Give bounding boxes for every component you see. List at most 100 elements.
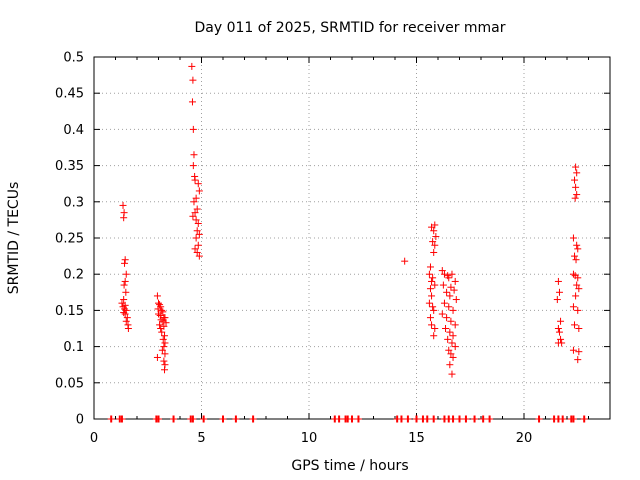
- data-point: [447, 350, 455, 358]
- data-point: [451, 277, 459, 285]
- zero-data-point: [430, 415, 438, 423]
- data-point: [432, 233, 440, 241]
- data-point: [156, 311, 164, 319]
- data-point: [426, 263, 434, 271]
- data-point: [161, 314, 169, 322]
- data-point: [449, 332, 457, 340]
- data-point: [120, 309, 128, 317]
- x-tick-label: 15: [408, 431, 425, 446]
- data-point: [431, 221, 439, 229]
- y-tick-label: 0.05: [55, 376, 84, 391]
- data-point: [426, 314, 434, 322]
- data-point: [188, 62, 196, 70]
- data-point: [572, 183, 580, 191]
- y-tick-label: 0.25: [55, 232, 84, 247]
- data-point: [195, 230, 203, 238]
- data-point: [430, 248, 438, 256]
- data-point: [194, 241, 202, 249]
- data-point: [430, 306, 438, 314]
- data-point: [192, 216, 200, 224]
- y-tick-label: 0.45: [55, 87, 84, 102]
- data-point: [429, 303, 437, 311]
- data-point: [193, 205, 201, 213]
- data-point: [440, 299, 448, 307]
- data-point: [447, 283, 455, 291]
- zero-data-point: [471, 415, 479, 423]
- data-point: [153, 292, 161, 300]
- data-point: [557, 335, 565, 343]
- data-point: [158, 328, 166, 336]
- data-points: [107, 62, 588, 423]
- data-point: [121, 256, 129, 264]
- data-point: [155, 310, 162, 318]
- data-point: [190, 198, 198, 206]
- zero-data-point: [348, 415, 356, 423]
- x-tick-label: 10: [301, 431, 318, 446]
- data-point: [573, 169, 581, 177]
- data-point: [571, 194, 579, 202]
- data-point: [122, 317, 130, 325]
- y-tick-label: 0.35: [55, 159, 84, 174]
- data-point: [438, 310, 446, 318]
- x-axis-ticks: 0 5 10 15 20: [90, 57, 611, 446]
- data-point: [430, 227, 438, 235]
- data-point: [161, 350, 169, 358]
- data-point: [448, 370, 456, 378]
- data-point: [193, 248, 201, 256]
- data-point: [121, 310, 129, 318]
- data-point: [189, 212, 197, 220]
- y-tick-label: 0.1: [63, 340, 84, 355]
- data-point: [188, 98, 196, 106]
- data-point: [569, 234, 577, 242]
- data-point: [569, 270, 577, 278]
- data-point: [439, 281, 447, 289]
- data-point: [120, 281, 128, 289]
- data-point: [158, 306, 166, 314]
- data-point: [575, 285, 583, 293]
- data-point: [452, 296, 460, 304]
- zero-data-point: [335, 415, 343, 423]
- zero-data-point: [413, 415, 420, 423]
- data-point: [449, 353, 457, 361]
- data-point: [450, 286, 458, 294]
- data-point: [449, 306, 457, 314]
- data-point: [443, 288, 451, 296]
- y-tick-label: 0.2: [63, 268, 84, 283]
- zero-data-point: [219, 415, 227, 423]
- zero-data-point: [580, 415, 588, 423]
- data-point: [443, 314, 451, 322]
- data-point: [156, 321, 164, 329]
- data-point: [191, 209, 199, 217]
- data-point: [425, 270, 433, 278]
- data-point: [158, 346, 166, 354]
- zero-data-point: [569, 415, 577, 423]
- plot-frame: [93, 56, 611, 420]
- data-point: [446, 292, 454, 300]
- data-point: [440, 270, 448, 278]
- data-point: [159, 308, 167, 316]
- data-point: [575, 348, 583, 356]
- data-point: [557, 317, 565, 325]
- data-point: [571, 176, 579, 184]
- data-point: [574, 274, 582, 282]
- data-point: [448, 339, 456, 347]
- y-tick-label: 0.4: [63, 123, 84, 138]
- data-point: [571, 252, 579, 260]
- data-point: [124, 325, 132, 332]
- data-point: [192, 234, 200, 242]
- data-point: [572, 292, 580, 300]
- grid-lines: [94, 57, 610, 419]
- data-point: [161, 366, 169, 374]
- zero-data-point: [449, 415, 457, 423]
- data-point: [123, 314, 131, 322]
- data-point: [555, 328, 563, 336]
- data-point: [194, 220, 202, 228]
- data-point: [157, 316, 165, 324]
- data-point: [193, 227, 201, 235]
- data-point: [428, 277, 436, 285]
- data-point: [122, 288, 130, 296]
- data-point: [574, 306, 582, 314]
- plot-border: [93, 56, 611, 420]
- y-axis-ticks: 0 0.05 0.1 0.15 0.2 0.25 0.3 0.35 0.4 0.45 0.5: [55, 51, 610, 428]
